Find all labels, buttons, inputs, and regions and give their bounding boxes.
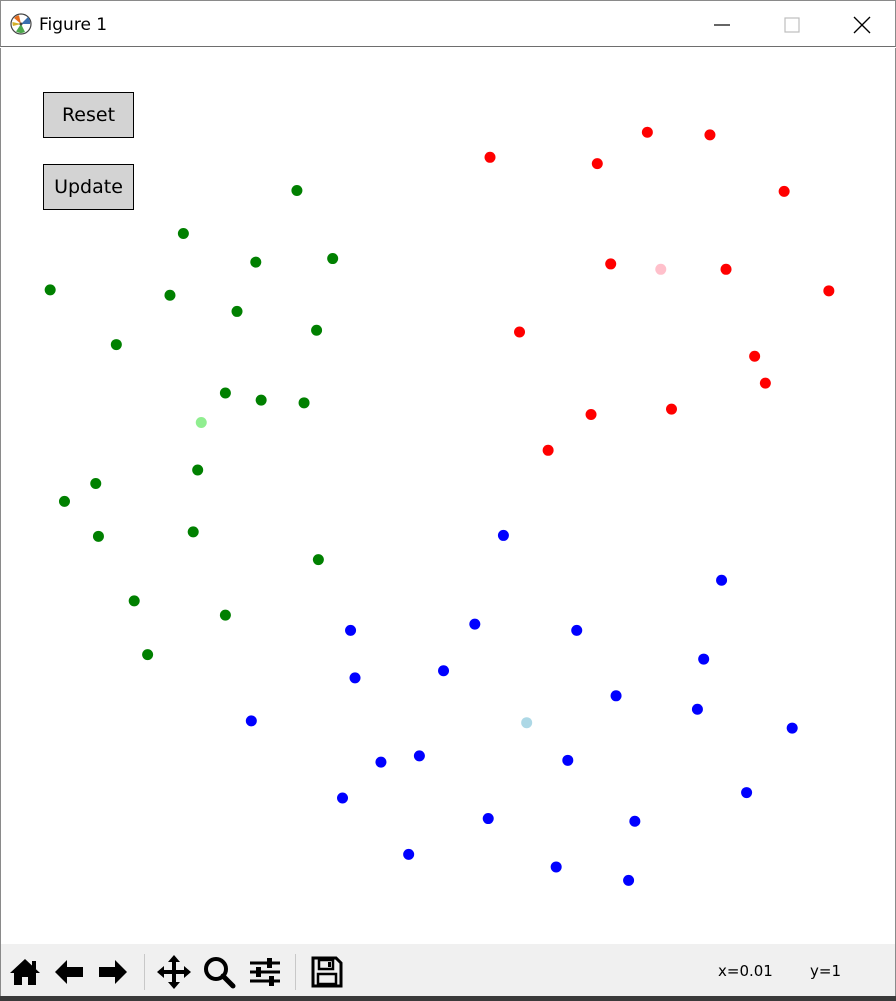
scatter-plot [44,126,835,886]
window-title: Figure 1 [39,15,108,35]
y-coordinate-readout: y=1 [810,962,841,980]
scatter-point [778,185,790,197]
matplotlib-icon [10,13,32,35]
scatter-point [591,158,603,170]
scatter-point [375,756,387,768]
scatter-point [691,703,703,715]
scatter-point [164,289,176,301]
pan-icon [157,955,191,989]
scatter-point [585,408,597,420]
scatter-point [413,750,425,762]
forward-button[interactable] [93,952,133,992]
scatter-point [177,227,189,239]
scatter-point [192,464,204,476]
scatter-point [720,263,732,275]
scatter-point [484,151,496,163]
back-icon [55,960,83,984]
save-icon [311,956,343,988]
scatter-point [312,554,324,566]
scatter-point [759,377,771,389]
scatter-point [187,526,199,538]
minimize-button[interactable] [699,9,745,41]
maximize-button[interactable] [769,9,815,41]
back-button[interactable] [49,952,89,992]
scatter-point [629,815,641,827]
maximize-icon [784,17,800,33]
forward-icon [99,960,127,984]
close-icon [853,16,871,34]
scatter-point [337,792,349,804]
scatter-point [655,263,667,275]
scatter-point [231,305,243,317]
scatter-point [291,184,303,196]
scatter-point [219,387,231,399]
scatter-point [610,690,622,702]
x-coordinate-readout: x=0.01 [718,962,773,980]
scatter-point [298,397,310,409]
scatter-point [562,754,574,766]
scatter-point [469,618,481,630]
scatter-point [482,813,494,825]
scatter-point [92,530,104,542]
zoom-button[interactable] [199,952,239,992]
navigation-toolbar [0,944,896,1001]
reset-button[interactable]: Reset [43,92,134,138]
scatter-point [58,495,70,507]
scatter-point [44,284,56,296]
pan-button[interactable] [154,952,194,992]
scatter-point [521,717,533,729]
configure-subplots-button[interactable] [245,952,285,992]
home-button[interactable] [5,952,45,992]
scatter-point [741,787,753,799]
scatter-point [90,477,102,489]
scatter-point [195,417,207,429]
scatter-point [823,285,835,297]
scatter-point [497,529,509,541]
zoom-icon [204,957,236,989]
scatter-point [327,253,339,265]
update-button[interactable]: Update [43,164,134,210]
scatter-point [786,722,798,734]
figure-canvas[interactable]: Reset Update [0,48,896,944]
minimize-icon [714,24,730,26]
window-bottom-edge [0,996,896,1001]
toolbar-separator [144,954,145,990]
scatter-point [128,595,140,607]
scatter-point [623,874,635,886]
close-button[interactable] [839,9,885,41]
scatter-point [698,653,710,665]
window-titlebar: Figure 1 [0,0,896,47]
scatter-point [550,861,562,873]
scatter-point [542,444,554,456]
home-icon [10,959,40,985]
scatter-point [571,624,583,636]
scatter-point [403,848,415,860]
scatter-point [438,665,450,677]
scatter-point [514,326,526,338]
scatter-point [345,624,357,636]
scatter-point [749,350,761,362]
scatter-point [666,403,677,415]
scatter-point [605,258,617,270]
scatter-point [349,672,361,684]
scatter-point [219,609,231,621]
scatter-point [110,339,122,351]
scatter-point [641,126,653,138]
scatter-point [704,129,716,141]
scatter-point [255,394,267,406]
scatter-point [716,574,728,586]
scatter-point [311,324,323,336]
configure-subplots-icon [250,958,280,986]
toolbar-separator [295,954,296,990]
scatter-point [142,649,154,661]
scatter-point [245,715,257,727]
save-button[interactable] [307,952,347,992]
scatter-point [250,256,262,268]
